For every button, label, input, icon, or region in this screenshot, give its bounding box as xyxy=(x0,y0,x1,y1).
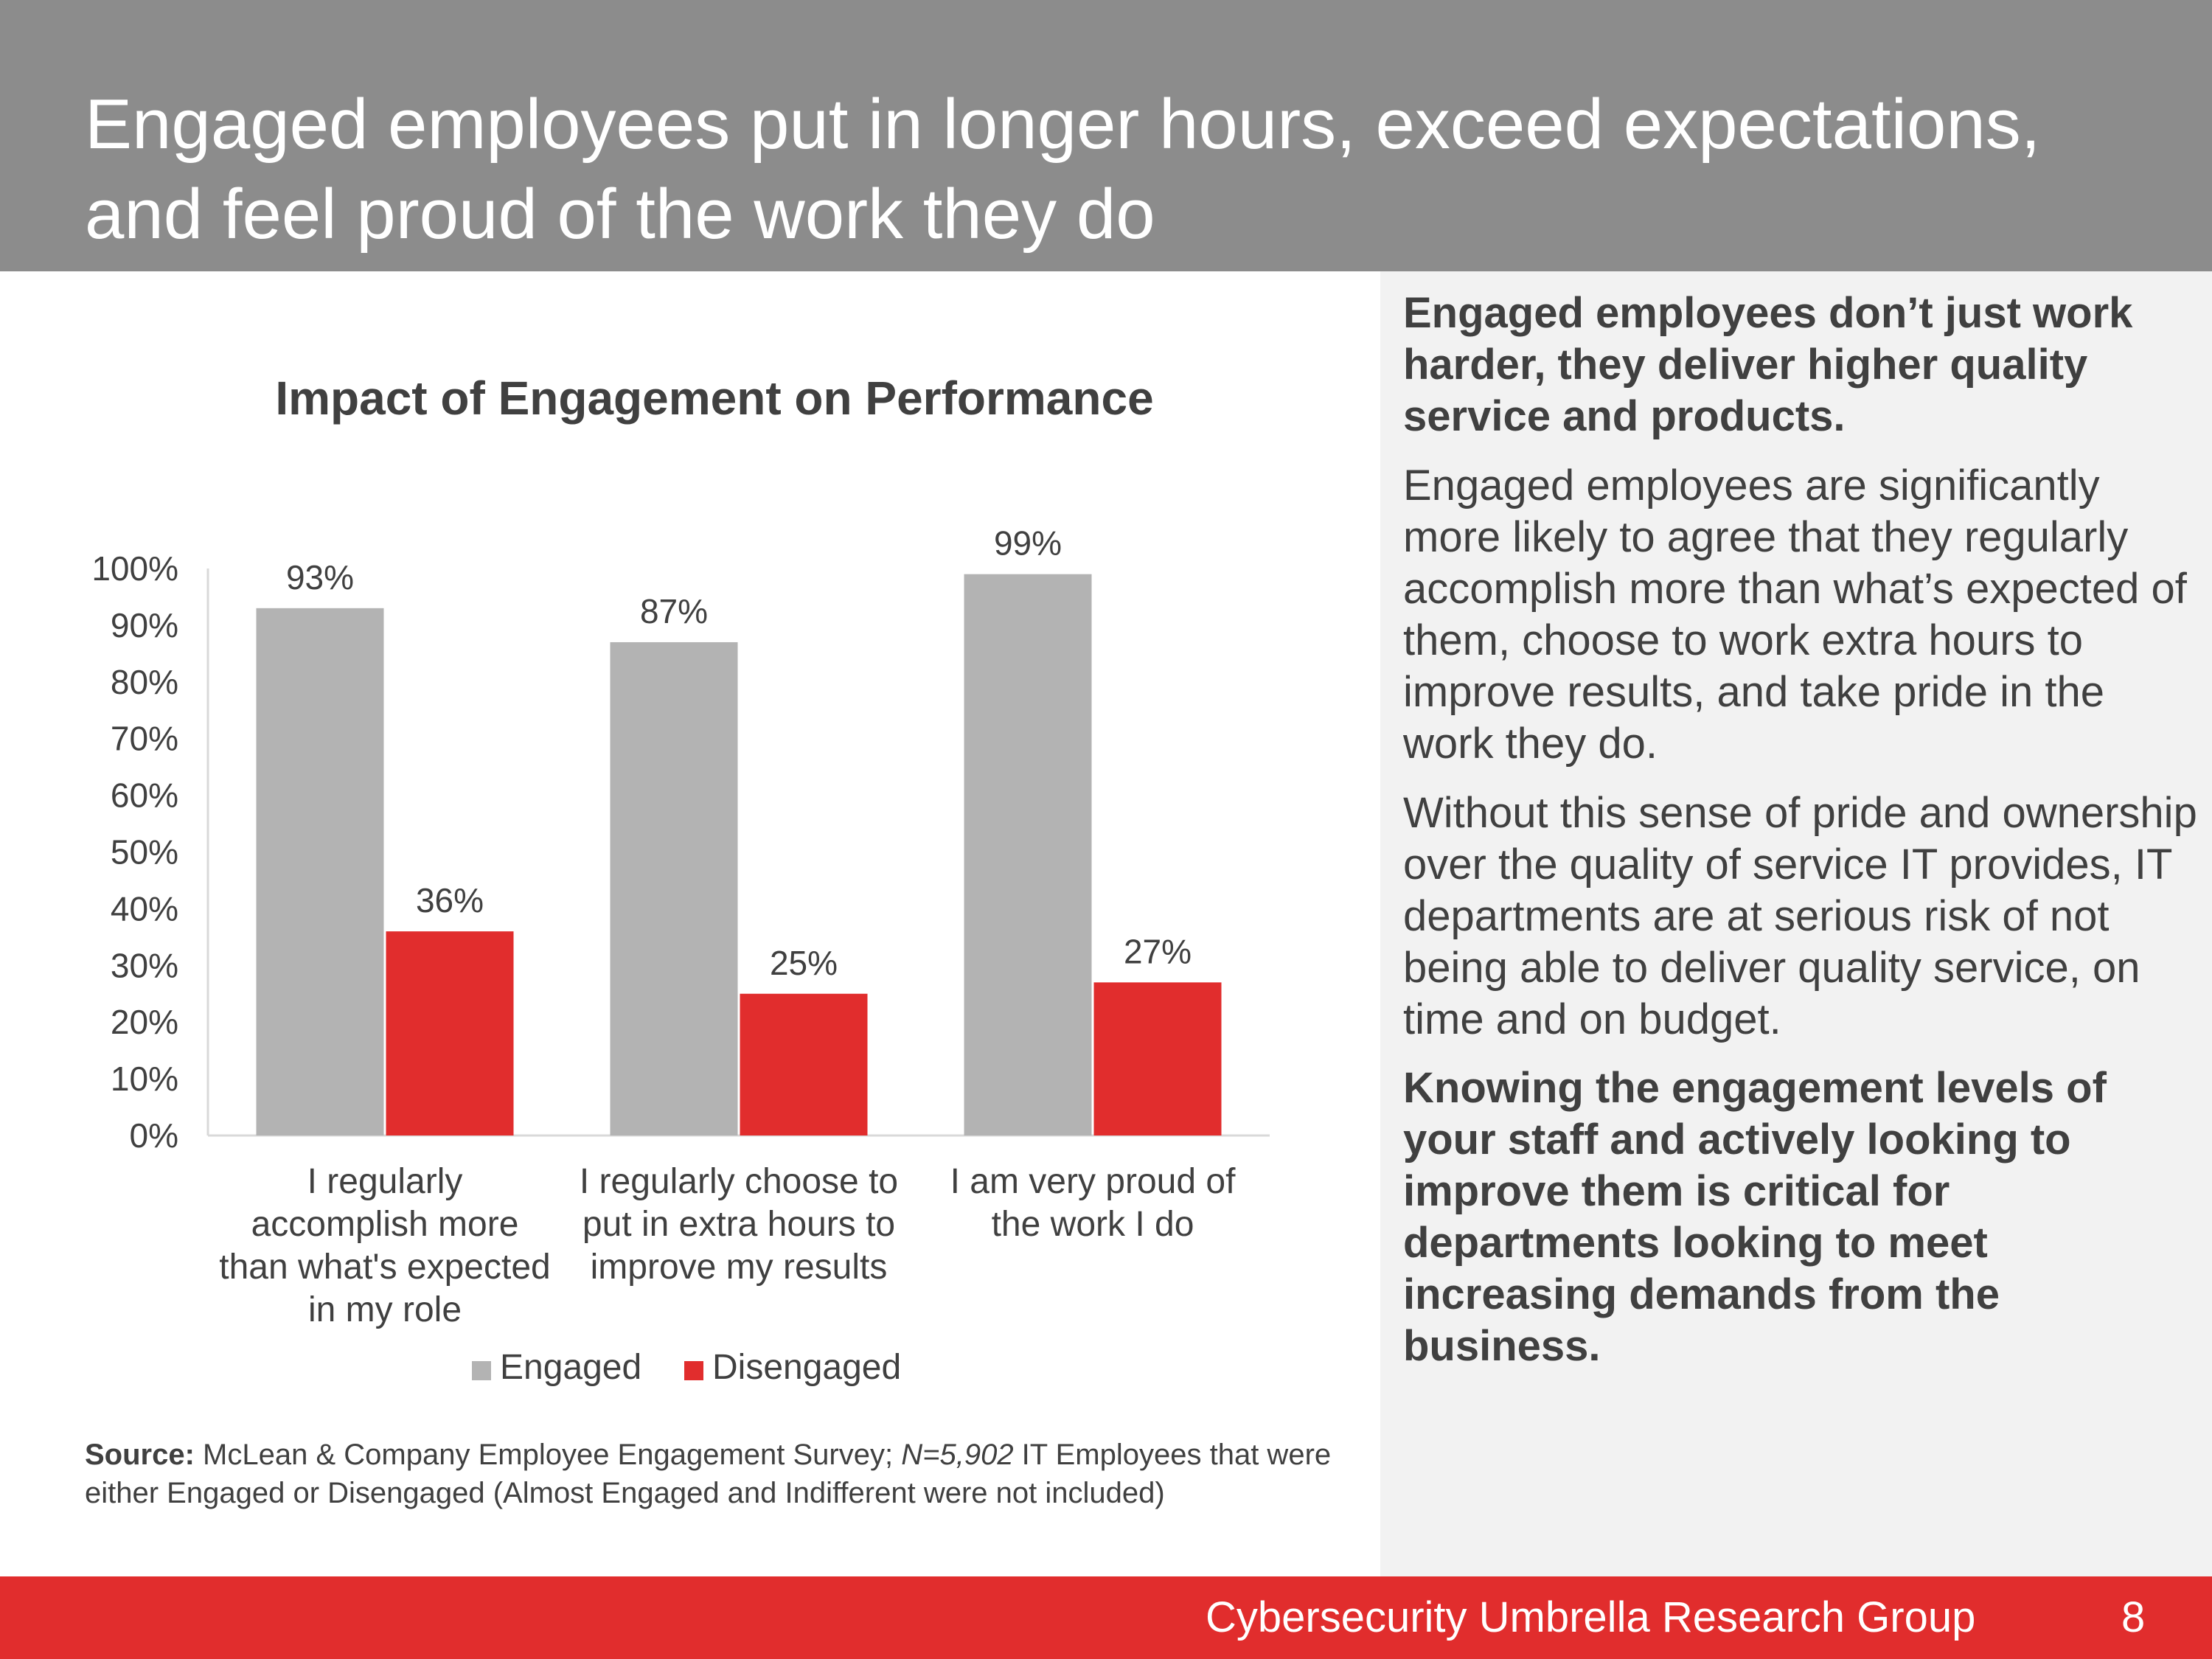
summary-paragraph-2: Without this sense of pride and ownershi… xyxy=(1403,789,2197,1043)
data-label: 27% xyxy=(1124,932,1192,970)
source-text-a: McLean & Company Employee Engagement Sur… xyxy=(194,1439,902,1471)
data-label: 25% xyxy=(770,944,838,982)
x-category-label: improve my results xyxy=(591,1248,888,1287)
slide-footer: Cybersecurity Umbrella Research Group 8 xyxy=(0,1576,2212,1659)
data-label: 36% xyxy=(416,881,484,919)
y-tick-label: 50% xyxy=(111,833,178,872)
summary-paragraph-1: Engaged employees are significantly more… xyxy=(1403,462,2187,768)
source-note: Source: McLean & Company Employee Engage… xyxy=(85,1436,1338,1512)
y-tick-label: 100% xyxy=(91,549,178,588)
slide-title: Engaged employees put in longer hours, e… xyxy=(85,85,2041,254)
x-category-label: than what's expected xyxy=(219,1248,550,1287)
data-label: 93% xyxy=(286,558,354,597)
y-tick-label: 60% xyxy=(111,776,178,815)
page-number: 8 xyxy=(2121,1593,2146,1641)
bar-engaged xyxy=(256,608,384,1135)
data-label: 99% xyxy=(994,524,1062,563)
summary-conclusion: Knowing the engagement levels of your st… xyxy=(1403,1064,2107,1370)
y-tick-label: 0% xyxy=(130,1116,178,1155)
footer-organization: Cybersecurity Umbrella Research Group xyxy=(1206,1593,1976,1641)
summary-panel: Engaged employees don’t just work harder… xyxy=(1380,271,2212,1576)
legend-label-disengaged: Disengaged xyxy=(712,1348,901,1387)
bar-disengaged xyxy=(1093,982,1222,1135)
bar-engaged xyxy=(964,574,1092,1135)
y-tick-label: 40% xyxy=(111,889,178,928)
x-category-label: put in extra hours to xyxy=(582,1205,895,1244)
x-category-label: in my role xyxy=(308,1290,462,1329)
x-category-label: I am very proud of xyxy=(950,1162,1237,1201)
source-label: Source: xyxy=(85,1439,195,1471)
y-tick-label: 30% xyxy=(111,946,178,984)
x-category-label: the work I do xyxy=(992,1205,1194,1244)
legend-label-engaged: Engaged xyxy=(500,1348,641,1387)
x-category-label: accomplish more xyxy=(251,1205,519,1244)
summary-heading: Engaged employees don’t just work harder… xyxy=(1403,289,2133,440)
y-tick-label: 20% xyxy=(111,1003,178,1041)
legend-swatch-engaged xyxy=(472,1361,491,1380)
bar-disengaged xyxy=(740,993,868,1135)
x-category-label: I regularly xyxy=(307,1162,463,1201)
source-sample-size: N=5,902 xyxy=(901,1439,1014,1471)
data-label: 87% xyxy=(640,592,708,630)
bar-engaged xyxy=(610,641,738,1135)
y-tick-label: 70% xyxy=(111,720,178,758)
bar-chart: Impact of Engagement on Performance 0% 10%… xyxy=(91,372,1270,1387)
source-text-b: IT Employees that were either Engaged or… xyxy=(85,1439,1332,1509)
bar-disengaged xyxy=(386,931,514,1135)
legend-swatch-disengaged xyxy=(684,1361,703,1380)
x-category-label: I regularly choose to xyxy=(580,1162,898,1201)
slide-header: Engaged employees put in longer hours, e… xyxy=(0,0,2212,271)
y-tick-label: 80% xyxy=(111,663,178,701)
y-tick-label: 10% xyxy=(111,1060,178,1098)
y-tick-label: 90% xyxy=(111,606,178,644)
chart-title: Impact of Engagement on Performance xyxy=(275,372,1153,425)
